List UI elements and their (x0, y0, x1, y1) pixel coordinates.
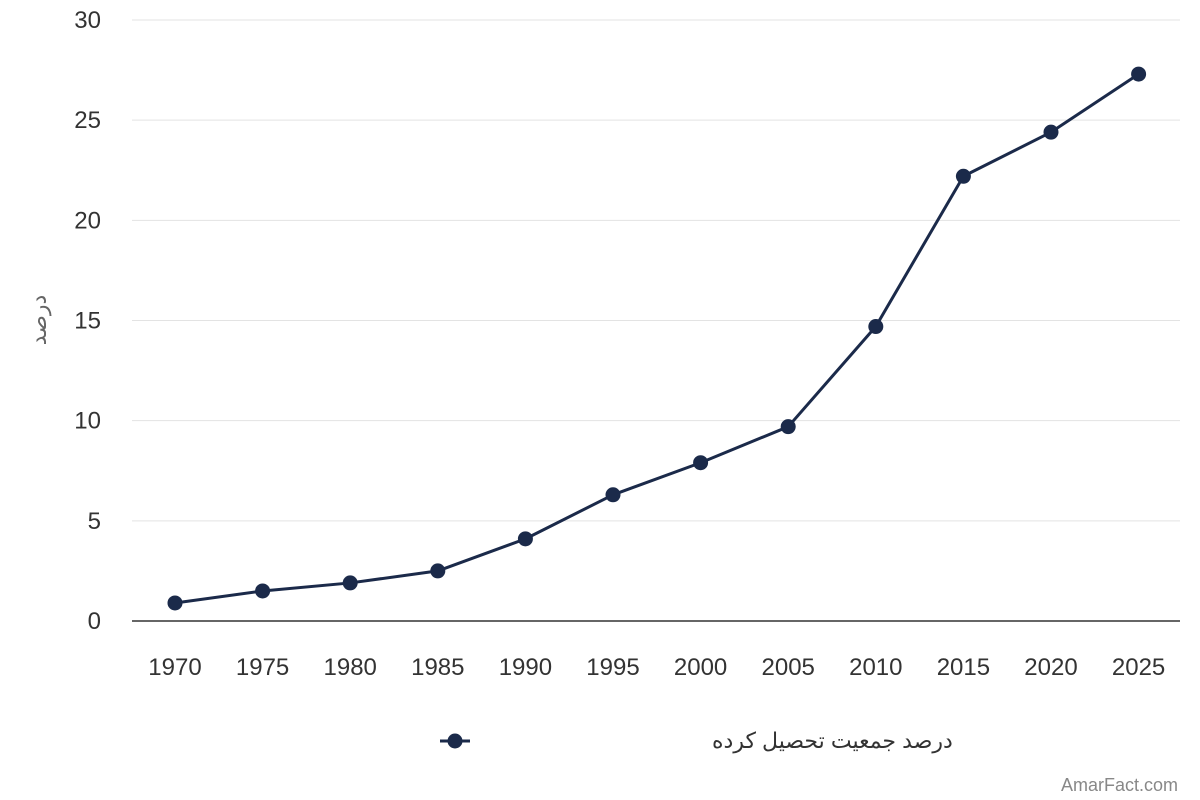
x-tick-label: 1990 (499, 654, 552, 681)
y-axis-label: درصد (26, 295, 51, 346)
x-tick-label: 2020 (1024, 654, 1077, 681)
data-point[interactable] (693, 455, 709, 471)
y-axis-ticks: 0 5 10 15 20 25 30 (74, 7, 101, 635)
y-tick-label: 15 (74, 308, 101, 335)
series-line (173, 72, 1141, 605)
x-tick-label: 1980 (324, 654, 377, 681)
x-tick-label: 1995 (586, 654, 639, 681)
data-point[interactable] (342, 575, 358, 591)
data-point[interactable] (780, 419, 796, 435)
x-tick-label: 2000 (674, 654, 727, 681)
data-point[interactable] (605, 487, 621, 503)
grid-lines (132, 19, 1180, 522)
data-point[interactable] (167, 595, 183, 611)
y-tick-label: 0 (88, 608, 101, 635)
x-tick-label: 1975 (236, 654, 289, 681)
x-tick-label: 1970 (148, 654, 201, 681)
data-point[interactable] (1131, 66, 1147, 82)
y-tick-label: 25 (74, 107, 101, 134)
legend[interactable]: درصد جمعیت تحصیل کرده (440, 728, 953, 753)
y-tick-label: 20 (74, 207, 101, 234)
y-tick-label: 10 (74, 408, 101, 435)
x-tick-label: 2010 (849, 654, 902, 681)
data-point[interactable] (430, 563, 446, 579)
x-tick-label: 2005 (762, 654, 815, 681)
y-tick-label: 5 (88, 508, 101, 535)
series-layer (167, 66, 1147, 611)
data-point[interactable] (517, 531, 533, 547)
watermark: AmarFact.com (1061, 775, 1178, 795)
legend-marker-icon (447, 733, 463, 749)
data-point[interactable] (868, 319, 884, 335)
data-point[interactable] (955, 168, 971, 184)
data-point[interactable] (255, 583, 271, 599)
legend-label: درصد جمعیت تحصیل کرده (712, 728, 953, 753)
data-point[interactable] (1043, 124, 1059, 140)
x-tick-label: 2015 (937, 654, 990, 681)
x-tick-label: 2025 (1112, 654, 1165, 681)
x-axis-ticks: 1970 1975 1980 1985 1990 1995 2000 2005 2010 2015… (148, 654, 1165, 681)
x-tick-label: 1985 (411, 654, 464, 681)
y-tick-label: 30 (74, 7, 101, 34)
